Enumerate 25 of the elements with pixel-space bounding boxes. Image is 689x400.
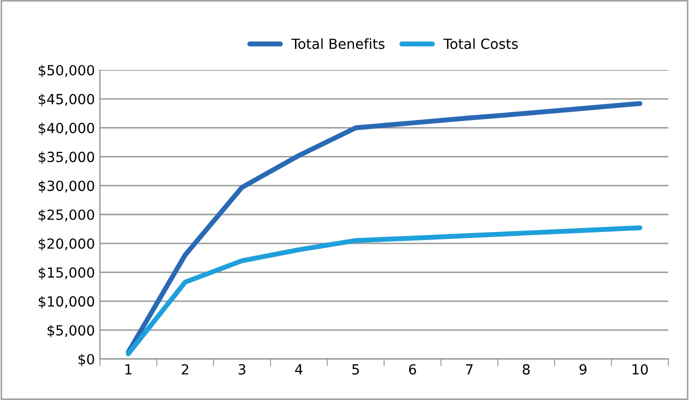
line-series bbox=[126, 225, 642, 356]
y-tick-label: $0 bbox=[78, 354, 94, 366]
x-tick-label: 8 bbox=[522, 364, 530, 375]
y-tick-label: $30,000 bbox=[38, 180, 94, 193]
x-tick-label: 4 bbox=[295, 364, 302, 374]
x-tick-label: 5 bbox=[352, 364, 359, 375]
x-tick-label: 2 bbox=[182, 364, 188, 374]
y-tick-label: $5,000 bbox=[48, 324, 94, 338]
y-tick-label: $40,000 bbox=[38, 122, 94, 136]
legend-label: Total Benefits bbox=[291, 38, 384, 50]
x-tick-label: 6 bbox=[409, 364, 416, 375]
y-tick-label: $35,000 bbox=[38, 151, 94, 164]
y-tick-label: $10,000 bbox=[38, 296, 94, 309]
x-tick-label: 7 bbox=[466, 364, 473, 374]
legend-label: Total Costs bbox=[443, 38, 518, 50]
y-tick-label: $50,000 bbox=[38, 64, 94, 78]
x-tick-label: 1 bbox=[125, 364, 132, 374]
line-series bbox=[126, 101, 642, 354]
y-tick-label: $15,000 bbox=[38, 267, 94, 280]
x-tick-label: 3 bbox=[238, 364, 246, 375]
x-tick-label: 10 bbox=[632, 364, 648, 375]
x-tick-label: 9 bbox=[580, 364, 587, 375]
y-tick-label: $45,000 bbox=[38, 94, 94, 106]
y-tick-label: $25,000 bbox=[38, 209, 94, 222]
y-tick-label: $20,000 bbox=[38, 238, 94, 251]
